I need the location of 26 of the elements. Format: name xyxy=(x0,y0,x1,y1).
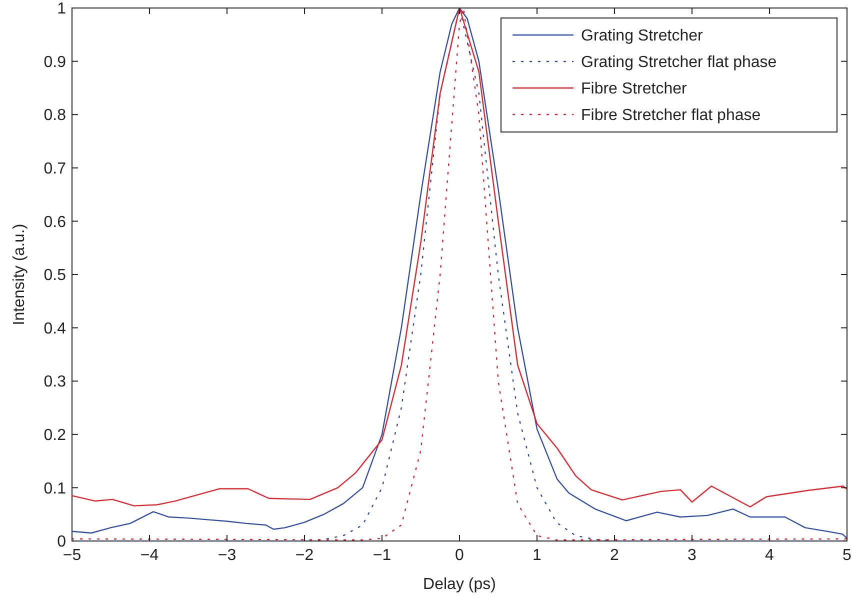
y-tick-label: 0.8 xyxy=(44,107,66,124)
y-tick-label: 0.5 xyxy=(44,267,66,284)
y-tick-label: 1 xyxy=(57,0,66,18)
y-tick-label: 0.1 xyxy=(44,480,66,498)
y-tick-label: 0.9 xyxy=(44,54,66,71)
y-tick-label: 0.6 xyxy=(44,214,66,231)
legend-label: Grating Stretcher flat phase xyxy=(581,54,777,72)
y-tick-label: 0.7 xyxy=(44,160,66,178)
x-tick-label: 0 xyxy=(455,547,464,564)
x-tick-label: 5 xyxy=(842,547,852,564)
x-tick-label: −2 xyxy=(295,547,314,564)
x-tick-label: 2 xyxy=(610,547,620,564)
x-axis-title: Delay (ps) xyxy=(423,576,496,593)
x-tick-label: 3 xyxy=(688,547,697,564)
x-tick-label: −1 xyxy=(372,547,392,564)
y-tick-label: 0.3 xyxy=(44,374,66,391)
legend-label: Fibre Stretcher flat phase xyxy=(581,107,761,124)
y-axis-title: Intensity (a.u.) xyxy=(11,224,28,326)
x-tick-label: −4 xyxy=(140,547,159,564)
legend-label: Grating Stretcher xyxy=(581,28,704,45)
legend-label: Fibre Stretcher xyxy=(581,80,688,98)
y-tick-label: 0.2 xyxy=(44,427,66,444)
y-tick-label: 0.4 xyxy=(44,320,66,338)
x-tick-label: 4 xyxy=(765,547,774,564)
x-tick-label: 1 xyxy=(532,547,542,564)
x-tick-label: −3 xyxy=(218,547,236,564)
